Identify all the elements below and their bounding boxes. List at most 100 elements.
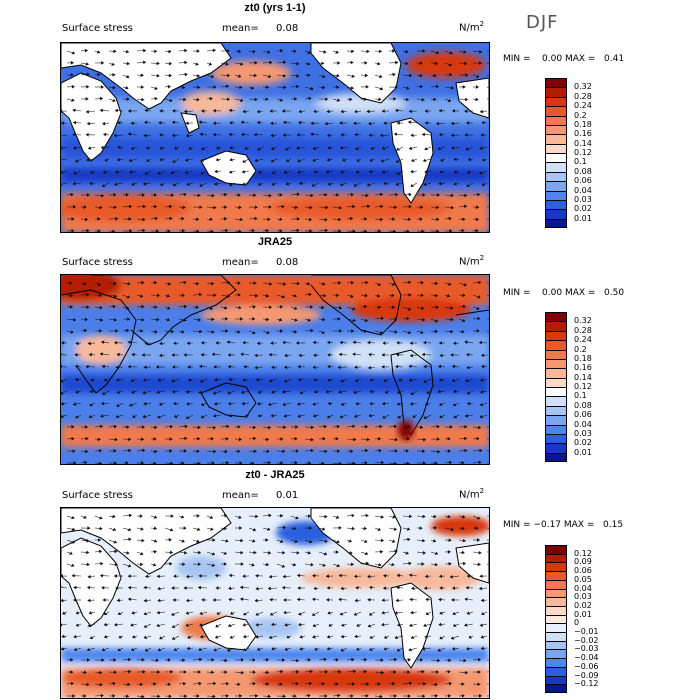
- wind-arrow-head: [408, 192, 412, 197]
- wind-arrow-head: [87, 623, 92, 628]
- wind-arrow-head: [225, 681, 230, 686]
- colorbar-swatch: [545, 632, 567, 641]
- map-svg: [61, 43, 489, 232]
- wind-arrow-head: [449, 306, 454, 310]
- wind-arrow-head: [312, 623, 317, 628]
- wind-arrow-head: [88, 415, 93, 419]
- wind-arrow-head: [90, 170, 94, 174]
- wind-arrow-head: [238, 229, 242, 232]
- wind-arrow-head: [168, 49, 172, 54]
- wind-arrow-head: [112, 85, 116, 90]
- wind-arrow-head: [153, 204, 158, 209]
- wind-arrow-head: [432, 539, 437, 543]
- mean-readout: mean= 0.08: [222, 23, 298, 34]
- wind-arrow-head: [156, 293, 161, 298]
- colorbar-label: 0.18: [574, 119, 592, 129]
- colorbar-label: 0.02: [574, 600, 592, 610]
- wind-arrow-head: [209, 217, 213, 222]
- wind-arrow-head: [381, 109, 385, 113]
- colorbar-swatch: [545, 190, 567, 200]
- colorbar-swatch: [545, 579, 567, 589]
- wind-arrow-head: [324, 121, 329, 126]
- wind-arrow-head: [171, 625, 176, 628]
- wind-arrow-head: [181, 461, 185, 464]
- wind-arrow-head: [153, 549, 158, 554]
- wind-arrow-head: [466, 611, 471, 615]
- wind-arrow-head: [408, 109, 412, 114]
- wind-arrow-head: [73, 598, 77, 602]
- wind-arrow-head: [132, 415, 136, 418]
- wind-arrow-head: [382, 415, 387, 419]
- wind-arrow-head: [71, 84, 75, 89]
- wind-arrow-head: [312, 573, 316, 578]
- colorbar-swatch: [545, 124, 567, 135]
- colorbar-swatch: [545, 321, 567, 331]
- wind-arrow-head: [434, 562, 439, 567]
- wind-arrow-head: [479, 402, 484, 407]
- wind-arrow-head: [157, 415, 161, 419]
- colorbar-swatch: [545, 452, 567, 462]
- wind-arrow-head: [198, 292, 203, 297]
- colorbar-swatch: [545, 368, 567, 378]
- wind-arrow-head: [409, 353, 414, 358]
- wind-arrow-head: [225, 62, 229, 66]
- wind-arrow-head: [157, 171, 162, 175]
- wind-arrow-head: [170, 170, 175, 175]
- wind-arrow-head: [61, 341, 65, 345]
- wind-arrow-head: [299, 635, 304, 639]
- wind-arrow-head: [239, 85, 243, 90]
- wind-arrow-head: [448, 681, 452, 686]
- wind-arrow-head: [270, 121, 274, 126]
- wind-arrow-head: [335, 515, 340, 519]
- wind-arrow-head: [284, 623, 288, 627]
- wind-arrow-head: [453, 389, 457, 394]
- wind-arrow-head: [86, 550, 90, 555]
- wind-arrow-head: [225, 228, 229, 232]
- wind-arrow-head: [405, 49, 409, 54]
- wind-arrow-head: [209, 96, 213, 101]
- wind-arrow-head: [181, 229, 186, 232]
- wind-arrow-head: [436, 424, 440, 429]
- wind-arrow-head: [89, 636, 94, 639]
- wind-arrow-head: [85, 364, 89, 369]
- wind-arrow-head: [383, 181, 387, 186]
- wind-arrow-head: [141, 304, 145, 309]
- colorbar-swatch: [545, 571, 567, 580]
- wind-arrow-head: [86, 121, 91, 126]
- wind-arrow-head: [352, 669, 357, 674]
- wind-arrow-head: [449, 425, 453, 429]
- wind-arrow-head: [243, 612, 247, 616]
- wind-arrow-head: [102, 170, 107, 174]
- wind-arrow-head: [466, 183, 471, 187]
- wind-arrow-head: [85, 436, 89, 441]
- wind-arrow-head: [450, 205, 455, 210]
- wind-arrow-head: [128, 448, 132, 453]
- wind-arrow-head: [127, 132, 132, 136]
- wind-arrow-head: [99, 205, 103, 210]
- wind-arrow-head: [307, 551, 312, 555]
- wind-arrow-head: [478, 61, 483, 65]
- wind-arrow-head: [379, 87, 384, 91]
- wind-arrow-head: [461, 460, 465, 464]
- wind-arrow-head: [325, 574, 330, 579]
- wind-arrow-head: [420, 658, 424, 662]
- wind-arrow-head: [408, 73, 413, 78]
- wind-arrow-head: [168, 61, 173, 66]
- wind-arrow-head: [100, 401, 105, 406]
- wind-arrow-head: [271, 365, 275, 370]
- wind-arrow-head: [127, 317, 131, 321]
- wind-arrow-head: [464, 623, 468, 627]
- colorbar-swatch: [545, 162, 567, 172]
- wind-arrow-head: [252, 304, 256, 309]
- wind-arrow-head: [227, 623, 232, 628]
- wind-arrow-head: [154, 425, 158, 430]
- wind-arrow-head: [321, 282, 326, 286]
- wind-arrow-head: [86, 658, 91, 662]
- wind-arrow-head: [281, 658, 286, 662]
- wind-arrow-head: [407, 217, 411, 222]
- wind-arrow-head: [419, 73, 423, 78]
- wind-arrow-head: [255, 573, 259, 578]
- wind-arrow: [486, 306, 489, 308]
- wind-arrow-head: [477, 682, 481, 687]
- wind-arrow-head: [61, 401, 65, 406]
